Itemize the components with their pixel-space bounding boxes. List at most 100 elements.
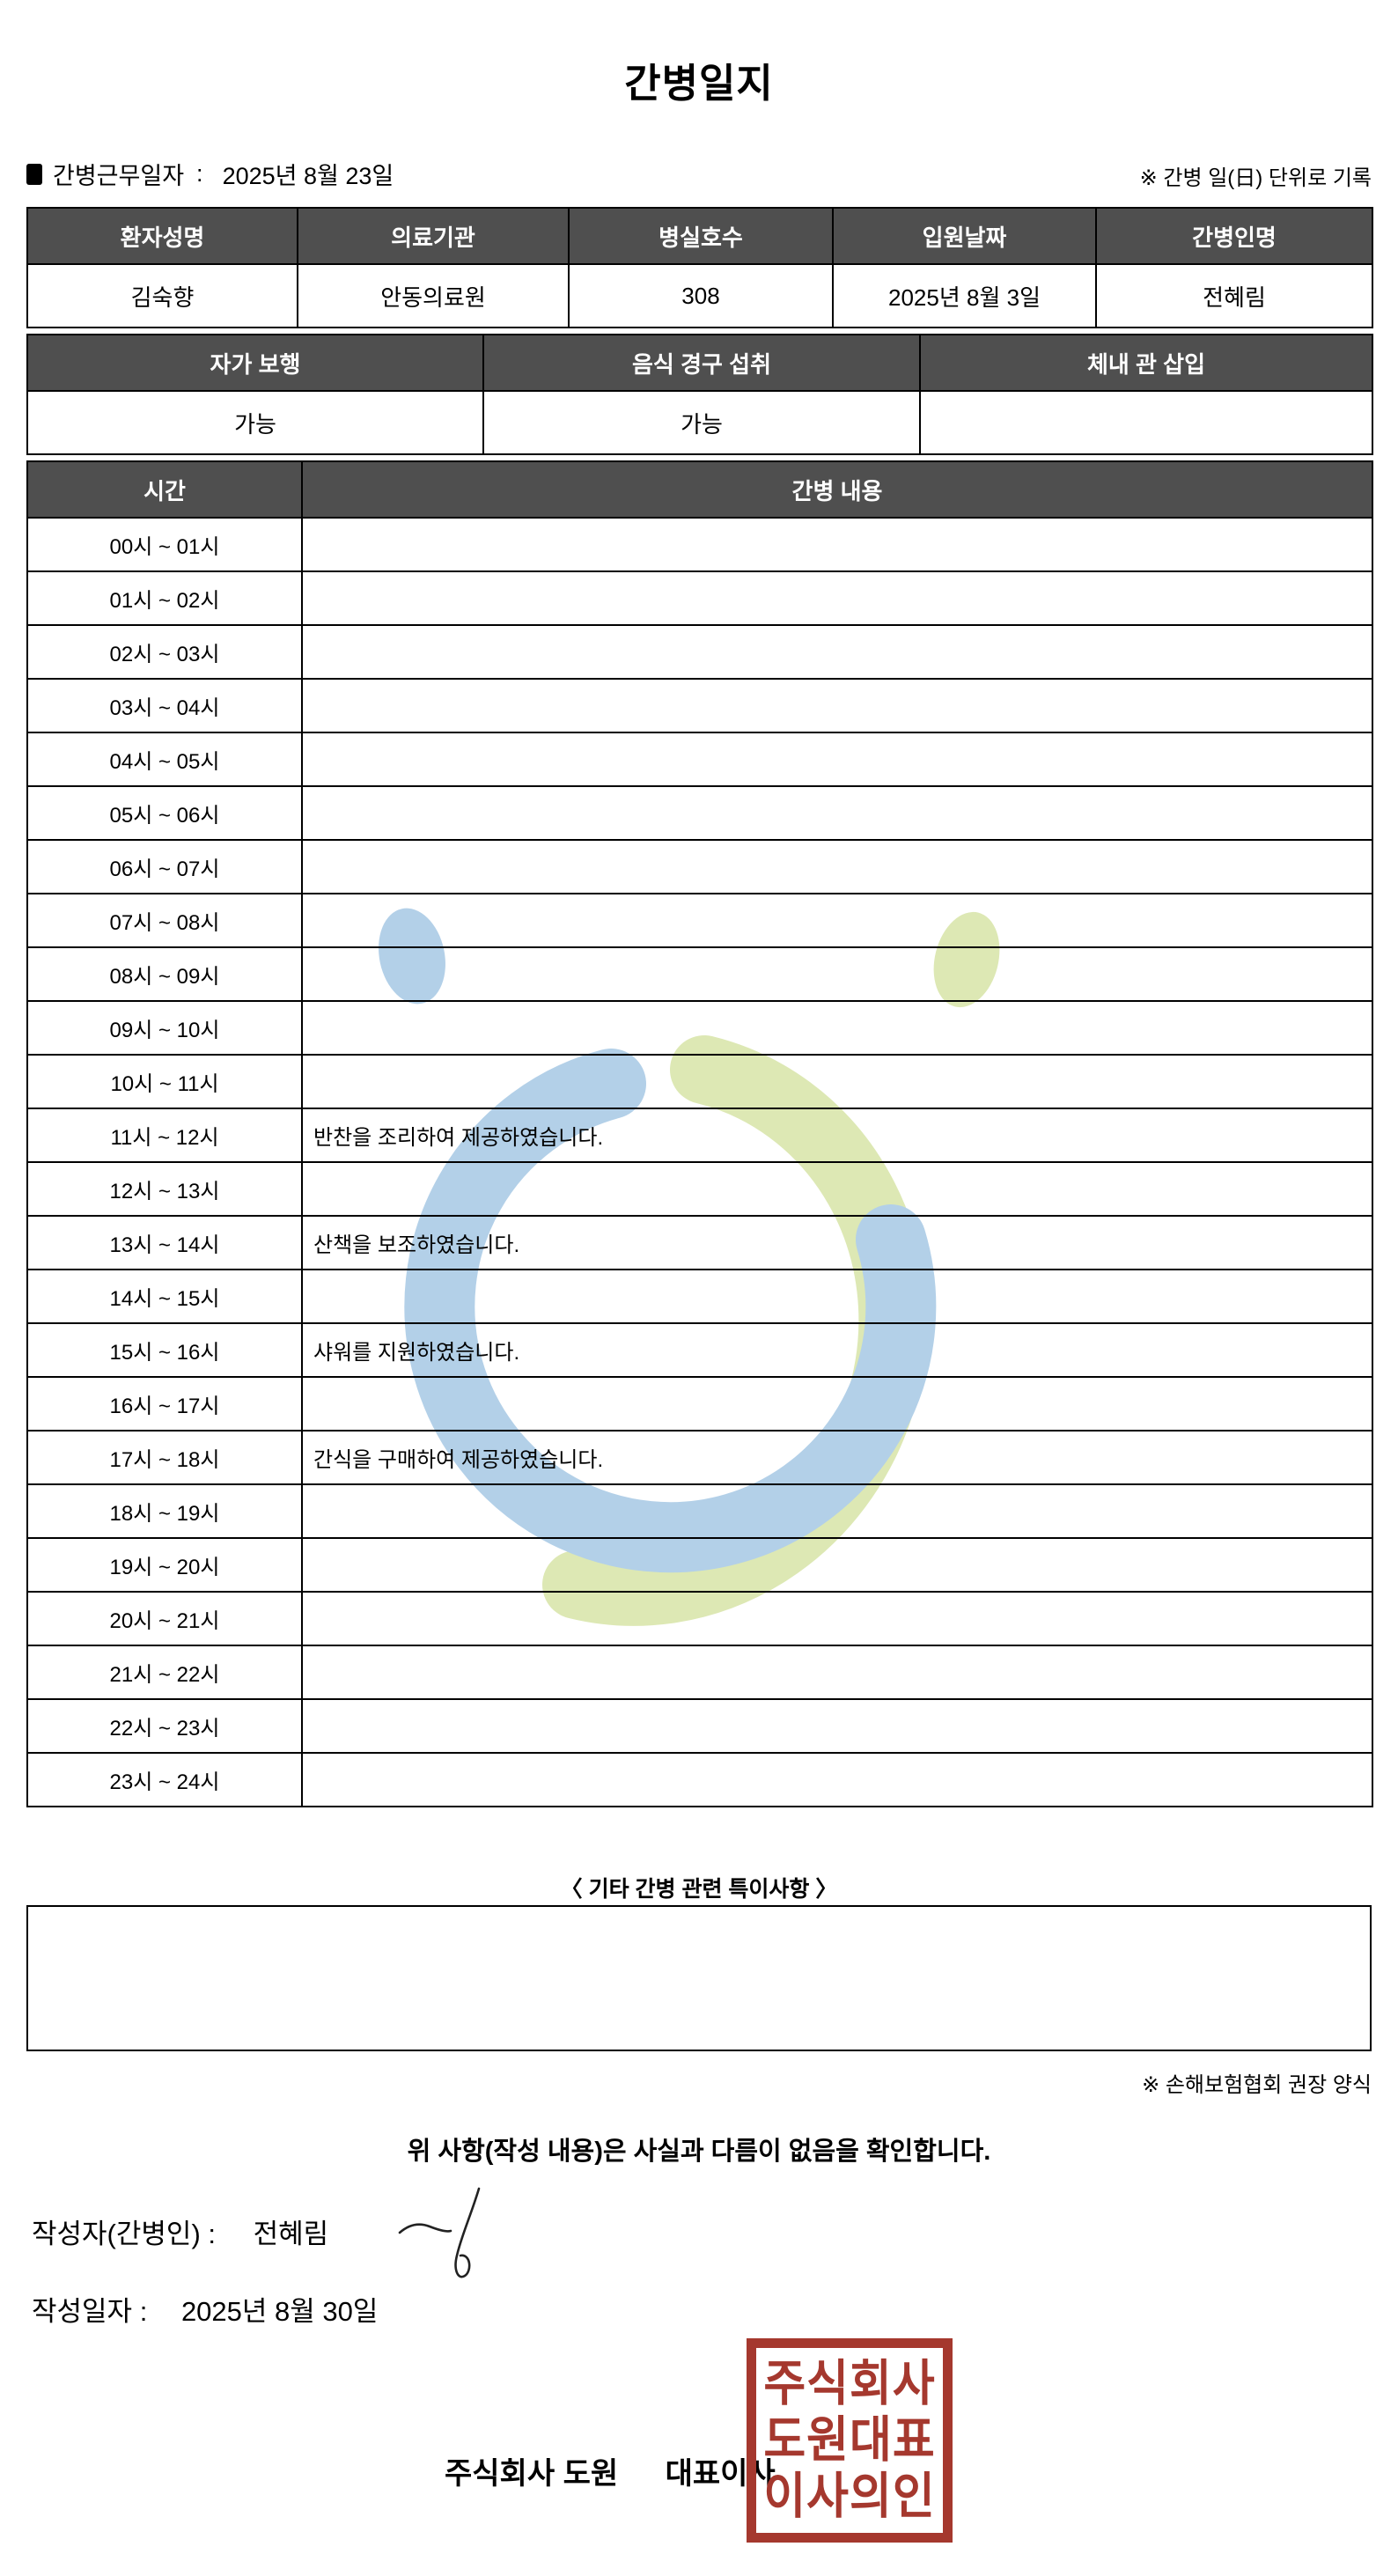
work-date-row: 간병근무일자 : 2025년 8월 23일 ※ 간병 일(日) 단위로 기록 <box>26 157 1372 191</box>
care-time: 10시 ~ 11시 <box>26 1054 303 1109</box>
bullet-square-icon <box>26 163 42 185</box>
care-time: 09시 ~ 10시 <box>26 1000 303 1056</box>
care-content <box>301 785 1373 841</box>
care-header-row: 시간 간병 내용 <box>26 460 1373 519</box>
write-date-row: 작성일자 : 2025년 8월 30일 <box>32 2289 378 2329</box>
condition-value-row: 가능 가능 <box>26 390 1373 455</box>
self-walking-header: 자가 보행 <box>26 334 484 392</box>
work-date-colon: : <box>196 160 203 187</box>
care-time: 19시 ~ 20시 <box>26 1537 303 1593</box>
care-time: 17시 ~ 18시 <box>26 1430 303 1485</box>
care-row: 20시 ~ 21시 <box>26 1591 1373 1646</box>
care-row: 12시 ~ 13시 <box>26 1161 1373 1217</box>
write-date-value: 2025년 8월 30일 <box>180 2296 379 2327</box>
care-content <box>301 570 1373 626</box>
care-content: 산책을 보조하였습니다. <box>301 1215 1373 1270</box>
writer-label: 작성자(간병인) : <box>32 2219 216 2249</box>
care-row: 13시 ~ 14시 산책을 보조하였습니다. <box>26 1215 1373 1270</box>
care-content <box>301 1645 1373 1700</box>
care-row: 06시 ~ 07시 <box>26 839 1373 894</box>
special-notes-title: 〈 기타 간병 관련 특이사항 〉 <box>560 1877 838 1902</box>
care-row: 02시 ~ 03시 <box>26 624 1373 680</box>
care-content <box>301 1161 1373 1217</box>
care-content <box>301 1698 1373 1754</box>
ceo-title: 대표이사 <box>665 2457 776 2491</box>
caregiver-name-value: 전혜림 <box>1095 263 1373 328</box>
stamp-line-2: 도원대표 <box>763 2412 936 2469</box>
care-row: 21시 ~ 22시 <box>26 1645 1373 1700</box>
care-row: 05시 ~ 06시 <box>26 785 1373 841</box>
page-title: 간병일지 <box>624 61 774 106</box>
oral-intake-header: 음식 경구 섭취 <box>482 334 921 392</box>
care-content-header: 간병 내용 <box>301 460 1373 519</box>
care-time: 02시 ~ 03시 <box>26 624 303 680</box>
care-row: 11시 ~ 12시 반찬을 조리하여 제공하였습니다. <box>26 1108 1373 1163</box>
care-content <box>301 624 1373 680</box>
caregiver-name-header: 간병인명 <box>1095 207 1373 265</box>
room-number-header: 병실호수 <box>568 207 834 265</box>
care-content <box>301 893 1373 948</box>
time-header: 시간 <box>26 460 303 519</box>
care-time: 20시 ~ 21시 <box>26 1591 303 1646</box>
admission-date-header: 입원날짜 <box>832 207 1097 265</box>
care-time: 14시 ~ 15시 <box>26 1269 303 1324</box>
care-time: 18시 ~ 19시 <box>26 1483 303 1539</box>
care-content <box>301 1376 1373 1432</box>
medical-institution-value: 안동의료원 <box>297 263 570 328</box>
care-row: 16시 ~ 17시 <box>26 1376 1373 1432</box>
care-content <box>301 1752 1373 1807</box>
insurance-form-footnote: ※ 손해보험협회 권장 양식 <box>1142 2073 1372 2097</box>
room-number-value: 308 <box>568 263 834 328</box>
company-row: 주식회사 도원 대표이사 <box>445 2449 776 2492</box>
care-row: 18시 ~ 19시 <box>26 1483 1373 1539</box>
care-row: 22시 ~ 23시 <box>26 1698 1373 1754</box>
patient-header-row: 환자성명 의료기관 병실호수 입원날짜 간병인명 <box>26 207 1373 265</box>
care-content <box>301 678 1373 733</box>
writer-row: 작성자(간병인) : 전혜림 <box>32 2212 328 2251</box>
care-time: 13시 ~ 14시 <box>26 1215 303 1270</box>
tube-insertion-value <box>919 390 1373 455</box>
care-content <box>301 839 1373 894</box>
care-time: 00시 ~ 01시 <box>26 517 303 572</box>
care-time: 12시 ~ 13시 <box>26 1161 303 1217</box>
care-time: 05시 ~ 06시 <box>26 785 303 841</box>
care-row: 19시 ~ 20시 <box>26 1537 1373 1593</box>
condition-header-row: 자가 보행 음식 경구 섭취 체내 관 삽입 <box>26 334 1373 392</box>
care-content <box>301 946 1373 1002</box>
care-content: 샤워를 지원하였습니다. <box>301 1322 1373 1378</box>
care-time: 23시 ~ 24시 <box>26 1752 303 1807</box>
care-content <box>301 732 1373 787</box>
care-time: 15시 ~ 16시 <box>26 1322 303 1378</box>
care-row: 23시 ~ 24시 <box>26 1752 1373 1807</box>
care-content <box>301 1054 1373 1109</box>
patient-name-value: 김숙향 <box>26 263 298 328</box>
care-time: 22시 ~ 23시 <box>26 1698 303 1754</box>
corporate-seal-stamp: 주식회사 도원대표 이사의인 <box>747 2338 953 2543</box>
care-row: 07시 ~ 08시 <box>26 893 1373 948</box>
care-time: 16시 ~ 17시 <box>26 1376 303 1432</box>
care-row: 17시 ~ 18시 간식을 구매하여 제공하였습니다. <box>26 1430 1373 1485</box>
care-row: 04시 ~ 05시 <box>26 732 1373 787</box>
condition-table: 자가 보행 음식 경구 섭취 체내 관 삽입 가능 가능 <box>26 334 1373 455</box>
patient-info-table: 환자성명 의료기관 병실호수 입원날짜 간병인명 김숙향 안동의료원 308 2… <box>26 207 1373 328</box>
care-time: 08시 ~ 09시 <box>26 946 303 1002</box>
care-time: 03시 ~ 04시 <box>26 678 303 733</box>
care-row: 01시 ~ 02시 <box>26 570 1373 626</box>
patient-name-header: 환자성명 <box>26 207 298 265</box>
care-row: 14시 ~ 15시 <box>26 1269 1373 1324</box>
care-row: 03시 ~ 04시 <box>26 678 1373 733</box>
medical-institution-header: 의료기관 <box>297 207 570 265</box>
care-log-table: 시간 간병 내용 00시 ~ 01시 01시 ~ 02시 02시 ~ 03시 0… <box>26 460 1373 1807</box>
caregiver-signature <box>398 2187 481 2278</box>
stamp-line-1: 주식회사 <box>763 2356 936 2412</box>
work-date-label: 간병근무일자 <box>53 163 185 189</box>
daily-record-note: ※ 간병 일(日) 단위로 기록 <box>1139 166 1372 190</box>
oral-intake-value: 가능 <box>482 390 921 455</box>
company-name: 주식회사 도원 <box>445 2457 619 2491</box>
care-time: 04시 ~ 05시 <box>26 732 303 787</box>
care-row: 00시 ~ 01시 <box>26 517 1373 572</box>
care-content <box>301 1537 1373 1593</box>
writer-name: 전혜림 <box>253 2219 329 2249</box>
confirmation-statement: 위 사항(작성 내용)은 사실과 다름이 없음을 확인합니다. <box>407 2138 991 2166</box>
